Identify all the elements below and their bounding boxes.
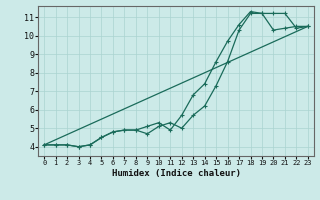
X-axis label: Humidex (Indice chaleur): Humidex (Indice chaleur): [111, 169, 241, 178]
